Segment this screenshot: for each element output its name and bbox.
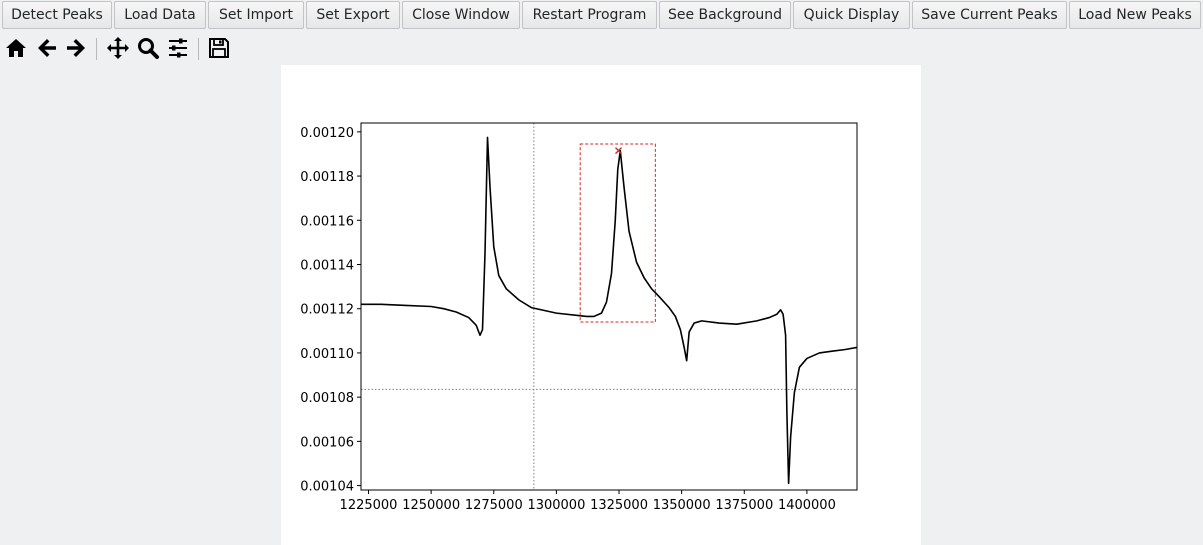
x-tick-label: 1300000 [527,498,585,513]
save-current-peaks-button[interactable]: Save Current Peaks [912,1,1067,29]
x-tick-label: 1375000 [715,498,773,513]
save-figure-icon[interactable] [206,35,232,61]
series-line-0 [361,136,857,485]
x-tick-label: 1400000 [778,498,836,513]
y-tick-label: 0.00110 [300,347,354,362]
see-background-button[interactable]: See Background [659,1,791,29]
y-tick-label: 0.00106 [300,435,354,450]
axes-frame [360,122,858,491]
y-tick-label: 0.00116 [300,214,354,229]
action-button-bar: Detect Peaks Load Data Set Import Set Ex… [0,0,1203,31]
y-tick-label: 0.00114 [300,258,354,273]
detect-peaks-button[interactable]: Detect Peaks [2,1,112,29]
plot-canvas[interactable]: 1225000 1250000 1275000 1300000 1325000 13500… [281,65,921,545]
zoom-icon[interactable] [135,35,161,61]
back-arrow-icon[interactable] [34,35,60,61]
peak-selection-box [579,143,656,323]
y-tick-label: 0.00118 [300,170,354,185]
pan-icon[interactable] [105,35,131,61]
home-icon[interactable] [3,35,29,61]
y-tick-label: 0.00108 [300,391,354,406]
configure-subplots-icon[interactable] [165,35,191,61]
close-window-button[interactable]: Close Window [402,1,520,29]
toolbar-separator [96,38,97,60]
x-tick-label: 1350000 [653,498,711,513]
y-tick-label: 0.00120 [300,126,354,141]
set-import-button[interactable]: Set Import [208,1,304,29]
x-tick-label: 1250000 [402,498,460,513]
navigation-toolbar [0,34,240,64]
load-new-peaks-button[interactable]: Load New Peaks [1069,1,1201,29]
x-tick-label: 1225000 [340,498,398,513]
x-tick-label: 1275000 [465,498,523,513]
y-tick-label: 0.00112 [300,303,354,318]
spectrum-chart: 1225000 1250000 1275000 1300000 1325000 13500… [300,122,858,513]
toolbar-separator [198,38,199,60]
quick-display-button[interactable]: Quick Display [793,1,910,29]
set-export-button[interactable]: Set Export [306,1,400,29]
forward-arrow-icon[interactable] [63,35,89,61]
restart-program-button[interactable]: Restart Program [522,1,657,29]
load-data-button[interactable]: Load Data [114,1,206,29]
y-tick-label: 0.00104 [300,480,354,495]
peak-marker [615,147,623,155]
x-tick-label: 1325000 [590,498,648,513]
